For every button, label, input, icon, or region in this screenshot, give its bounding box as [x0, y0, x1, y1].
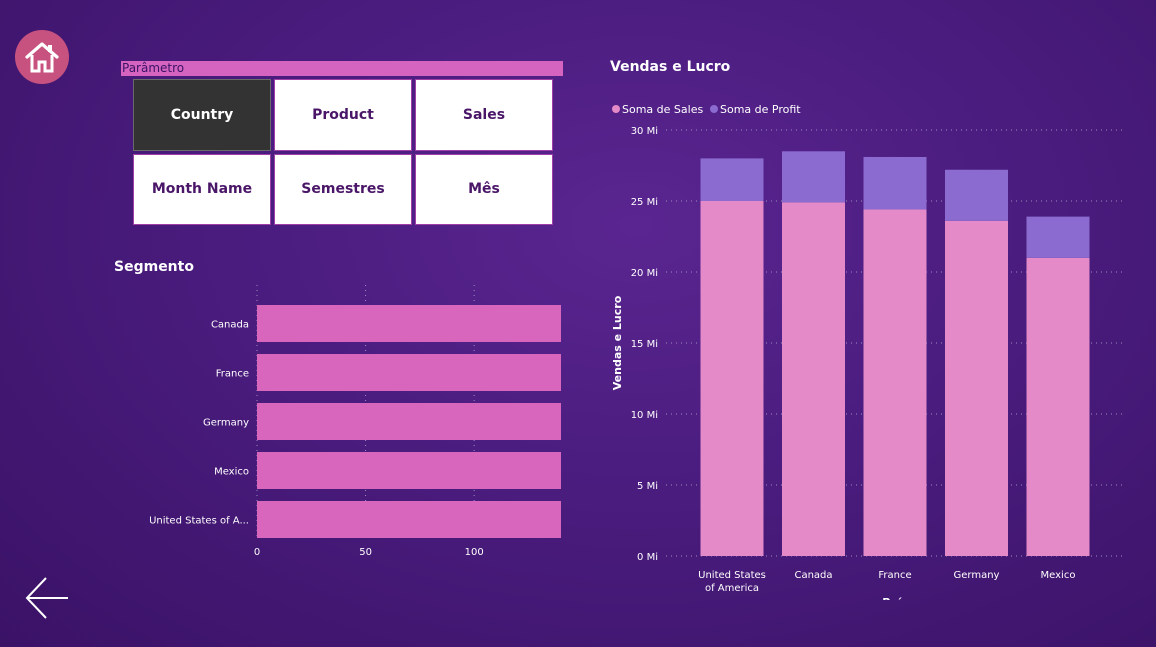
segmento-category-label: France [216, 369, 249, 380]
sales-bar [863, 209, 927, 556]
vendas-y-tick-label: 10 Mi [631, 410, 658, 421]
home-icon [25, 42, 59, 73]
segmento-bar [257, 305, 561, 342]
vendas-x-tick-label: United States [698, 570, 766, 581]
profit-bar [863, 156, 927, 210]
home-button[interactable] [15, 30, 69, 84]
vendas-y-tick-label: 25 Mi [631, 197, 658, 208]
sales-bar [700, 201, 764, 556]
parameter-option-mes[interactable]: Mês [415, 153, 553, 225]
vendas-x-tick-label: Germany [954, 570, 1000, 581]
parameter-option-country[interactable]: Country [133, 79, 271, 151]
legend-marker [710, 105, 718, 113]
parameter-option-sales[interactable]: Sales [415, 79, 553, 151]
segmento-category-label: Canada [211, 320, 249, 331]
arrow-left-icon [25, 577, 68, 619]
segmento-x-tick-label: 50 [359, 547, 372, 558]
legend-label: Soma de Profit [720, 103, 801, 116]
profit-bar [700, 158, 764, 201]
segmento-category-label: Mexico [214, 467, 249, 478]
legend-marker [612, 105, 620, 113]
vendas-y-tick-label: 0 Mi [637, 552, 658, 563]
segmento-bar [257, 403, 561, 440]
parameter-slicer: Country Product Sales Month Name Semestr… [133, 79, 553, 225]
segmento-bar [257, 354, 561, 391]
segmento-title: Segmento [114, 259, 194, 275]
vendas-lucro-column-chart[interactable]: Soma de Sales Soma de Profit 0 Mi 5 Mi 10 Mi… [600, 100, 1140, 600]
vendas-y-tick-label: 30 Mi [631, 126, 658, 137]
sales-bar [1026, 257, 1090, 556]
segmento-bar [257, 452, 561, 489]
vendas-x-tick-label: of America [705, 583, 759, 594]
vendas-x-tick-label: Canada [794, 570, 832, 581]
vendas-lucro-title: Vendas e Lucro [610, 59, 731, 75]
segmento-bar-chart[interactable]: 0 50 100 Canada France Germany Mexico United St… [120, 285, 580, 585]
sales-bar [945, 220, 1008, 556]
profit-bar [782, 151, 845, 203]
sales-bar [782, 202, 845, 557]
vendas-y-tick-label: 15 Mi [631, 339, 658, 350]
parameter-option-semestres[interactable]: Semestres [274, 153, 412, 225]
profit-bar [945, 169, 1008, 221]
segmento-x-tick-label: 0 [254, 547, 260, 558]
vendas-x-tick-label: France [878, 570, 911, 581]
vendas-y-tick-label: 5 Mi [637, 481, 658, 492]
segmento-bar [257, 501, 561, 538]
back-button[interactable] [24, 575, 70, 621]
parameter-option-product[interactable]: Product [274, 79, 412, 151]
vendas-y-tick-label: 20 Mi [631, 268, 658, 279]
segmento-x-tick-label: 100 [465, 547, 484, 558]
vendas-x-tick-label: Mexico [1041, 570, 1076, 581]
vendas-y-axis-label: Vendas e Lucro [611, 295, 624, 390]
legend-label: Soma de Sales [622, 103, 703, 116]
vendas-x-axis-label: País [882, 596, 908, 600]
parameter-option-month-name[interactable]: Month Name [133, 153, 271, 225]
segmento-category-label: United States of A... [149, 516, 249, 527]
parameter-slicer-title: Parâmetro [121, 61, 563, 76]
segmento-category-label: Germany [203, 418, 249, 429]
profit-bar [1026, 216, 1090, 258]
